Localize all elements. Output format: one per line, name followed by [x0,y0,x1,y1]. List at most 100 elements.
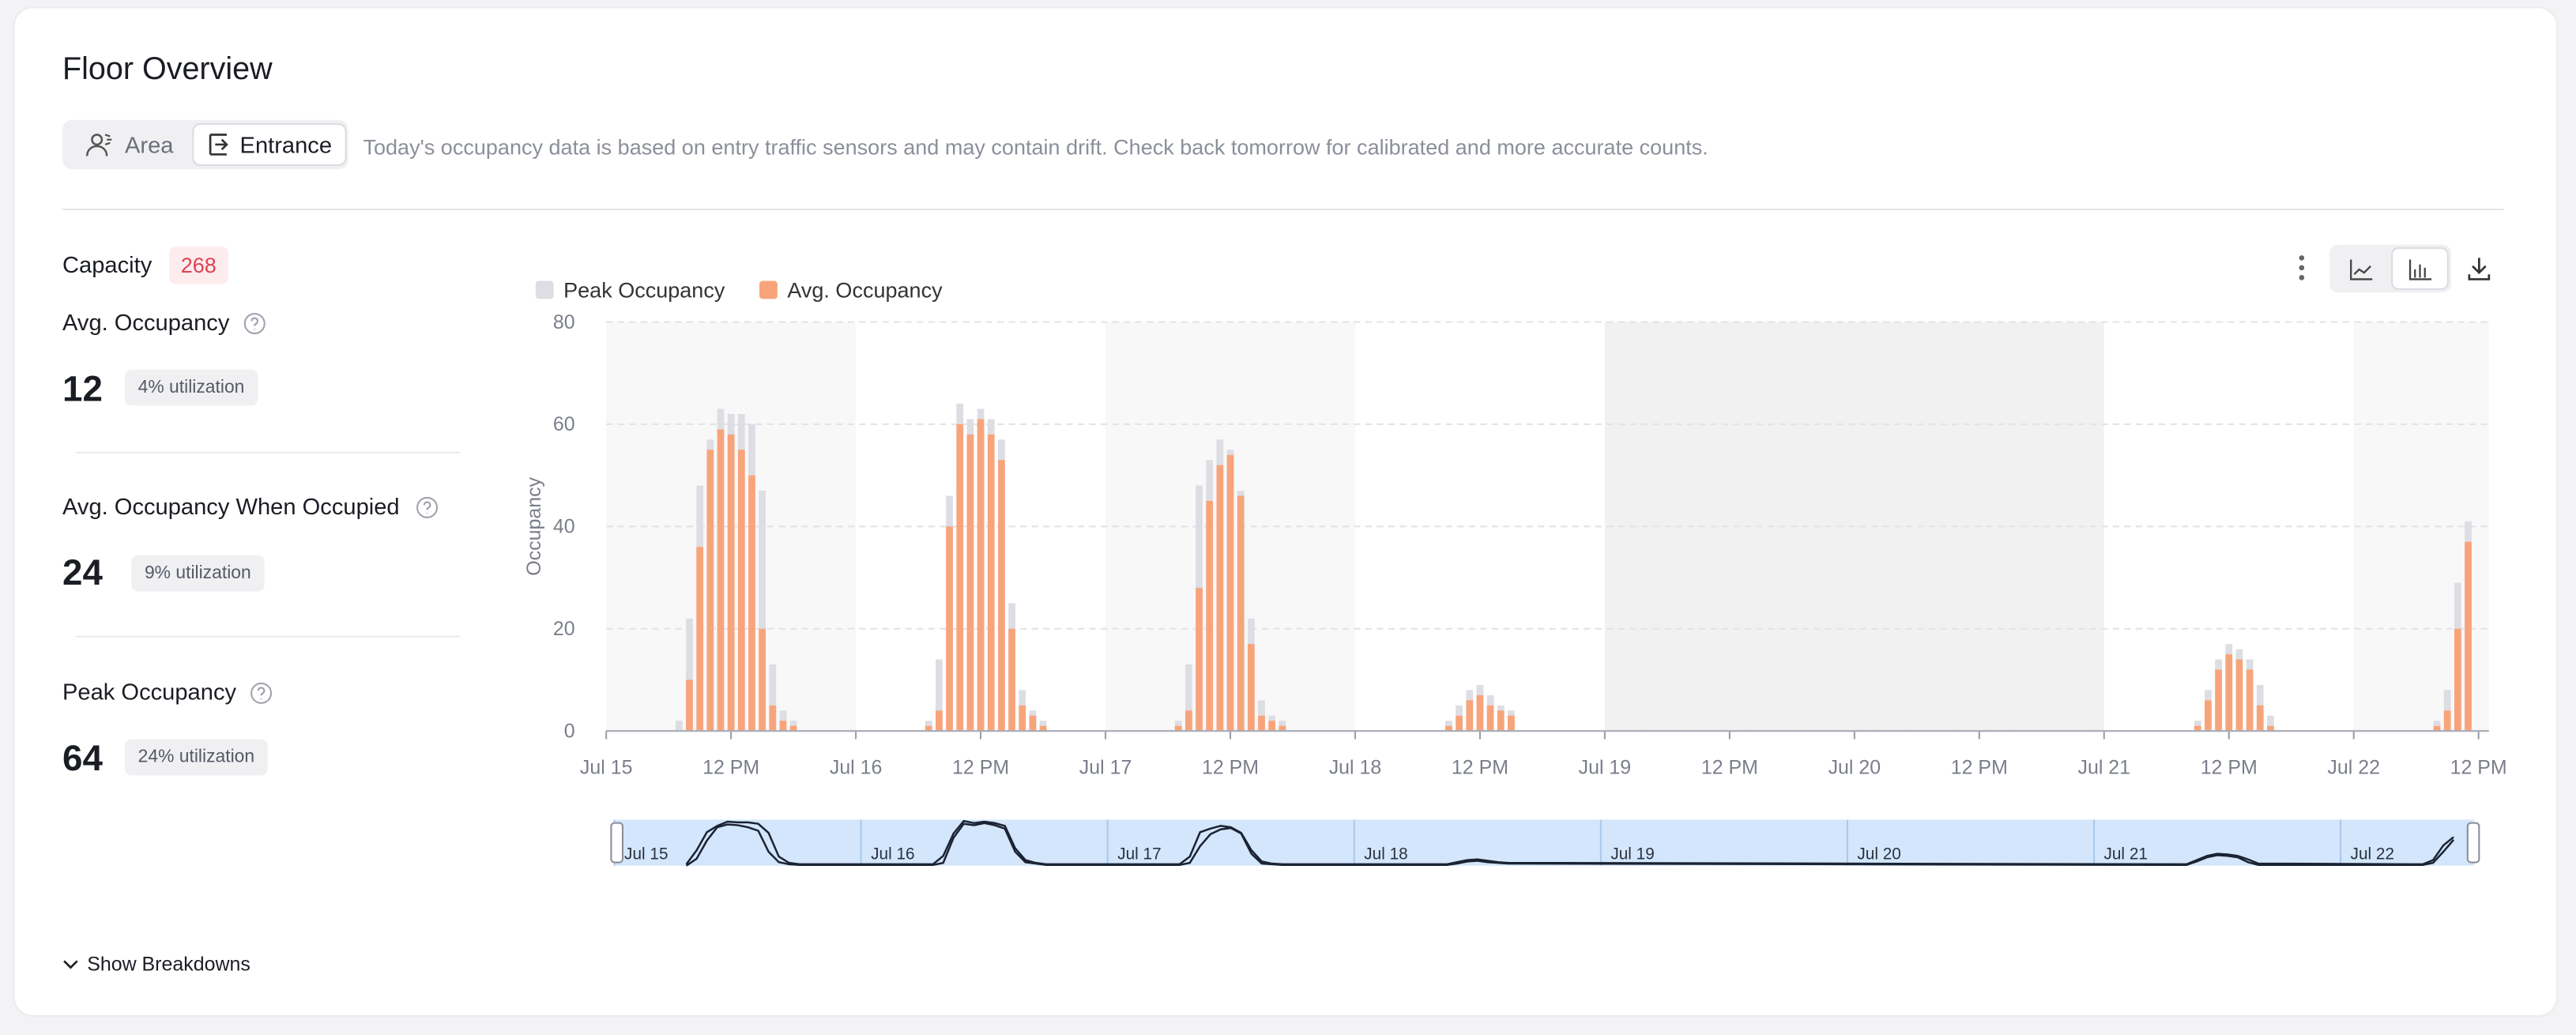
bar [759,491,766,732]
stat-label: Avg. Occupancy [62,308,230,336]
navigator-label: Jul 20 [1857,845,1900,863]
y-tick-label: 80 [553,311,575,333]
bar [2267,725,2274,732]
x-tick-label: Jul 17 [1079,756,1132,778]
navigator-handle[interactable] [2466,822,2480,864]
navigator-label: Jul 19 [1610,845,1654,863]
show-breakdowns[interactable]: Show Breakdowns [62,953,250,976]
separator [75,451,461,454]
help-icon[interactable] [243,312,266,335]
line-view-button[interactable] [2350,259,2373,280]
bar [2267,715,2274,732]
bar [1247,644,1255,732]
more-button[interactable] [2299,255,2305,280]
bar [1184,710,1192,732]
bar [1184,664,1192,732]
navigator-label: Jul 15 [624,845,668,863]
bar [2443,710,2451,732]
legend-swatch [759,280,778,299]
bar [1008,628,1015,732]
bar [737,450,745,732]
bar [1039,721,1047,732]
tab-label: Area [125,131,174,158]
y-tick-label: 40 [553,516,575,538]
tab-area[interactable]: Area [72,123,186,166]
bar [1279,725,1286,732]
area-icon [85,134,112,156]
bar [1206,500,1214,732]
bar [779,721,787,732]
help-icon[interactable] [416,496,439,519]
toolbar [2299,244,2491,293]
capacity-label: Capacity [62,251,153,278]
utilization-badge: 4% utilization [125,369,258,406]
bar [706,450,714,732]
tab-entrance[interactable]: Entrance [192,122,347,166]
bar [1226,454,1234,732]
x-tick-label: 12 PM [1951,756,2008,778]
x-tick-label: Jul 21 [2078,756,2131,778]
x-tick-label: Jul 20 [1828,756,1881,778]
legend-label: Avg. Occupancy [787,278,943,302]
notice: Today's occupancy data is based on entry… [363,134,1708,160]
bar [1466,700,1474,732]
navigator-label: Jul 22 [2351,845,2394,863]
x-tick-label: 12 PM [1452,756,1508,778]
x-tick-label: Jul 16 [830,756,883,778]
bar [1039,725,1047,732]
bar [2225,654,2233,732]
bar [1445,721,1452,732]
bar [789,725,797,732]
bar [769,664,777,732]
bar [2465,541,2472,732]
bar [1174,721,1182,732]
bar [1019,705,1026,732]
bar [789,721,797,732]
chevron-icon [63,960,78,969]
bar [2194,721,2201,732]
navigator-label: Jul 16 [871,845,914,863]
bar [977,419,985,732]
legend-swatch [535,280,554,299]
help-icon[interactable] [250,682,273,705]
x-tick-label: 12 PM [2450,756,2507,778]
bar [675,721,683,732]
toggle-label: Show Breakdowns [87,952,250,976]
navigator-handle[interactable] [610,822,624,864]
bar [1476,694,1484,732]
download-button[interactable] [2468,258,2491,280]
x-tick-label: Jul 18 [1329,756,1382,778]
x-tick-label: 12 PM [1701,756,1758,778]
tab-group: Area Entrance [62,119,348,170]
bar [686,618,693,732]
stat-label: Peak Occupancy [62,678,237,705]
separator [75,635,461,638]
bar [1237,495,1245,732]
bar [925,725,932,732]
y-tick-label: 60 [553,413,575,435]
bar [1258,715,1265,732]
bar [946,526,953,732]
bar [696,547,704,732]
entrance-icon [209,134,228,156]
navigator [614,819,2475,866]
bar [2235,659,2243,732]
bar [2205,700,2212,732]
bar [1268,721,1276,732]
y-axis-label: Occupancy [523,476,545,575]
bar [987,434,995,732]
navigator-line [685,819,2454,866]
bar [1497,710,1505,732]
x-tick-label: 12 PM [952,756,1009,778]
y-tick-label: 20 [553,618,575,640]
bar [2433,725,2441,732]
utilization-badge: 9% utilization [131,555,265,592]
bar [2454,628,2461,732]
bar [2194,725,2201,732]
bar [1029,715,1037,732]
utilization-badge: 24% utilization [125,739,268,776]
bar [727,434,735,732]
bar [1174,725,1182,732]
x-tick-label: 12 PM [702,756,759,778]
